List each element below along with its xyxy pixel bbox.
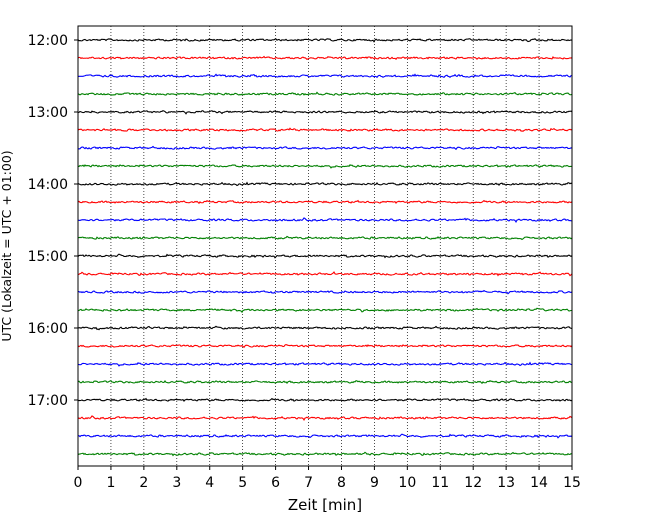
- y-tick-label-17:00: 17:00: [28, 393, 68, 409]
- grid-lines: [110, 26, 540, 466]
- trace-1745: [77, 451, 573, 457]
- trace-1215: [77, 55, 573, 60]
- trace-1230: [77, 73, 573, 79]
- trace-1330: [77, 145, 573, 151]
- trace-group: [77, 38, 573, 457]
- trace-1315: [77, 127, 573, 132]
- trace-1730: [77, 433, 573, 439]
- trace-1615: [77, 343, 573, 349]
- trace-1300: [77, 110, 573, 115]
- trace-1715: [77, 415, 573, 421]
- x-tick-label-15: 15: [563, 475, 581, 491]
- trace-1545: [77, 307, 573, 314]
- trace-1500: [77, 253, 573, 259]
- x-tick-label-3: 3: [172, 475, 181, 491]
- x-tick-label-8: 8: [337, 475, 346, 491]
- x-tick-label-13: 13: [497, 475, 515, 491]
- trace-1430: [77, 217, 573, 223]
- x-tick-label-14: 14: [530, 475, 548, 491]
- x-tick-label-4: 4: [205, 475, 214, 491]
- trace-1245: [77, 91, 573, 96]
- trace-1345: [77, 164, 573, 169]
- y-tick-label-13:00: 13:00: [28, 105, 68, 121]
- trace-1700: [77, 397, 573, 402]
- x-tick-label-11: 11: [431, 475, 449, 491]
- x-tick-label-10: 10: [398, 475, 416, 491]
- trace-1445: [77, 235, 573, 241]
- x-tick-label-1: 1: [106, 475, 115, 491]
- x-tick-label-9: 9: [370, 475, 379, 491]
- trace-1200: [77, 38, 573, 43]
- trace-1530: [77, 289, 573, 295]
- y-tick-label-14:00: 14:00: [28, 177, 68, 193]
- x-axis: 0 1 2 3 4 5 6 7 8 9 10 11 12 13 14 15: [74, 466, 581, 491]
- trace-1645: [77, 379, 573, 385]
- x-tick-label-7: 7: [304, 475, 313, 491]
- y-axis-label: UTC (Lokalzeit = UTC + 01:00): [0, 150, 14, 341]
- trace-1515: [77, 271, 573, 277]
- y-tick-label-16:00: 16:00: [28, 321, 68, 337]
- trace-1400: [77, 181, 573, 187]
- x-tick-label-0: 0: [74, 475, 83, 491]
- trace-1415: [77, 199, 573, 205]
- x-axis-label: Zeit [min]: [288, 496, 362, 514]
- x-tick-label-2: 2: [139, 475, 148, 491]
- x-tick-label-12: 12: [464, 475, 482, 491]
- trace-1600: [77, 325, 573, 331]
- y-axis: 12:00 13:00 14:00 15:00 16:00 17:00: [28, 33, 78, 409]
- plot-frame: [77, 25, 573, 467]
- x-tick-label-6: 6: [271, 475, 280, 491]
- y-tick-label-15:00: 15:00: [28, 249, 68, 265]
- y-tick-label-12:00: 12:00: [28, 33, 68, 49]
- x-tick-label-5: 5: [238, 475, 247, 491]
- trace-1630: [77, 361, 573, 367]
